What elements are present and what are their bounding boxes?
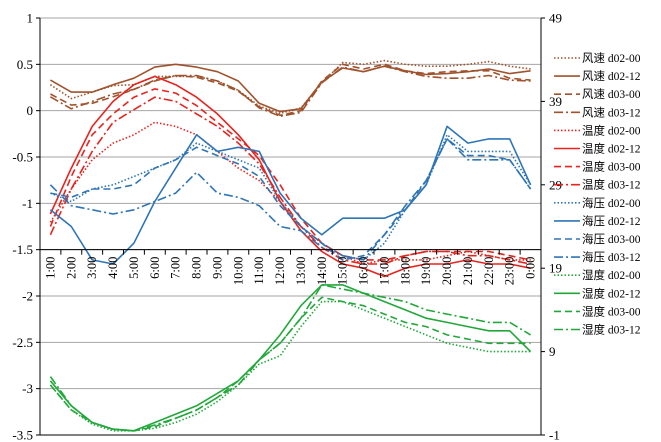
x-tick-label: 19:00 <box>419 257 433 285</box>
x-tick-label: 15:00 <box>336 257 350 285</box>
x-tick-label: 17:00 <box>377 257 391 285</box>
x-tick-label: 21:00 <box>461 257 475 285</box>
x-tick-label: 16:00 <box>357 257 371 285</box>
left-axis-tick-labels: 1 0.5 0 -0.5 -1 -1.5 -2 -2.5 -3 -3.5 <box>12 11 33 442</box>
series-line-海压-d03-12 <box>49 138 532 261</box>
legend-label: 风速 d02-00 <box>582 52 641 65</box>
legend-label: 风速 d03-00 <box>582 88 641 101</box>
left-tick-label: -1 <box>22 196 33 211</box>
legend-label: 海压 d03-12 <box>582 250 641 264</box>
x-tick-label: 8:00 <box>190 257 204 279</box>
right-tick-label: 9 <box>549 344 556 359</box>
x-tick-label: 22:00 <box>482 257 496 285</box>
series-line-风速-d03-12 <box>50 65 531 117</box>
series-line-风速-d02-00 <box>49 59 531 115</box>
legend-label: 温度 d03-00 <box>582 160 641 174</box>
left-tick-label: -3.5 <box>12 428 33 442</box>
legend: 风速 d02-00 风速 d02-12 风速 d03-00 风速 d03-12 温度 d… <box>554 52 641 337</box>
series-line-湿度-d03-12 <box>49 284 532 432</box>
x-tick-label: 12:00 <box>273 257 287 285</box>
series-line-温度-d03-12 <box>49 96 531 265</box>
x-tick-label: 11:00 <box>252 257 266 285</box>
x-tick-label: 18:00 <box>398 257 412 285</box>
left-tick-label: -1.5 <box>12 242 33 257</box>
x-tick-label: 3:00 <box>85 257 99 279</box>
legend-label: 温度 d03-12 <box>582 178 641 192</box>
legend-label: 湿度 d02-00 <box>582 268 641 282</box>
series-line-风速-d03-00 <box>50 63 531 117</box>
series-line-温度-d02-00 <box>49 121 531 265</box>
legend-label: 海压 d02-00 <box>582 196 641 210</box>
left-tick-label: 0.5 <box>17 57 33 72</box>
left-tick-label: -2 <box>22 289 33 304</box>
x-tick-label: 2:00 <box>64 257 78 279</box>
legend-label: 海压 d03-00 <box>582 232 641 246</box>
series-line-湿度-d02-12 <box>49 284 532 432</box>
legend-label: 湿度 d02-12 <box>582 286 641 300</box>
x-tick-label: 9:00 <box>210 257 224 279</box>
legend-label: 温度 d02-00 <box>582 123 641 137</box>
x-tick-label: 14:00 <box>315 257 329 285</box>
axes <box>36 17 545 436</box>
right-tick-label: -1 <box>549 428 560 442</box>
left-tick-label: -0.5 <box>12 150 33 165</box>
x-tick-label: 5:00 <box>127 257 141 279</box>
legend-label: 湿度 d03-12 <box>582 323 641 337</box>
legend-label: 湿度 d03-00 <box>582 304 641 318</box>
x-tick-label: 7:00 <box>169 257 183 279</box>
left-tick-label: 0 <box>27 103 34 118</box>
series-line-风速-d02-12 <box>50 63 531 113</box>
right-tick-label: 19 <box>549 261 562 276</box>
x-tick-label: 13:00 <box>294 257 308 285</box>
left-tick-label: -3 <box>22 381 33 396</box>
x-tick-label: 1:00 <box>43 257 57 279</box>
x-tick-label: 23:00 <box>503 257 517 285</box>
series-lines <box>49 59 532 432</box>
left-tick-label: 1 <box>27 11 34 26</box>
series-line-温度-d02-12 <box>49 75 531 278</box>
x-tick-label: 4:00 <box>106 257 120 279</box>
right-tick-label: 39 <box>549 94 562 109</box>
series-line-海压-d02-00 <box>50 134 532 261</box>
right-tick-label: 49 <box>549 11 562 26</box>
legend-label: 温度 d02-12 <box>582 142 641 156</box>
series-line-海压-d02-12 <box>49 125 532 265</box>
x-tick-label: 10:00 <box>231 257 245 285</box>
x-axis-tick-labels: 1:00 2:00 3:00 4:00 5:00 6:00 7:00 8:00 9:00 10:0… <box>43 257 537 285</box>
left-tick-label: -2.5 <box>12 335 33 350</box>
x-tick-label: 6:00 <box>148 257 162 279</box>
x-tick-label: 0:00 <box>524 257 538 279</box>
x-tick-label: 20:00 <box>440 257 454 285</box>
legend-label: 风速 d03-12 <box>582 106 641 119</box>
gridlines <box>40 17 541 436</box>
legend-label: 海压 d02-12 <box>582 214 641 228</box>
series-line-湿度-d03-00 <box>49 296 531 432</box>
legend-label: 风速 d02-12 <box>582 70 641 83</box>
